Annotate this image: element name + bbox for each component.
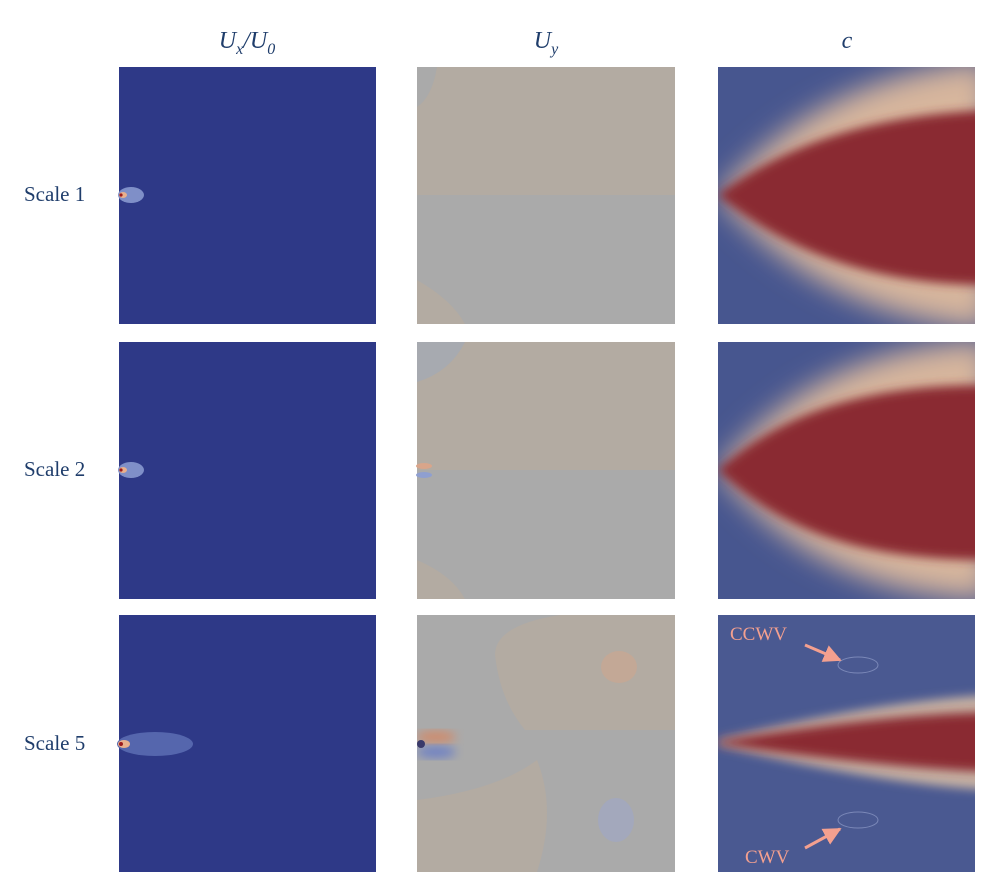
subscript: x <box>235 41 243 58</box>
symbol: U <box>534 28 553 54</box>
row-label: Scale 1 <box>24 182 85 206</box>
uy-panels <box>416 67 675 872</box>
subscript: 0 <box>267 41 275 58</box>
ux-panels <box>117 67 376 872</box>
subscript: y <box>549 41 559 58</box>
column-header: Ux/U0 <box>219 28 275 58</box>
symbol: /U <box>241 28 269 54</box>
c-panels: CCWV CWV <box>718 67 975 872</box>
symbol: U <box>219 28 238 54</box>
row-label: Scale 2 <box>24 457 85 481</box>
row-label: Scale 5 <box>24 731 85 755</box>
annotation: CWV <box>745 847 790 868</box>
symbol: c <box>842 28 853 54</box>
column-header: c <box>842 28 853 54</box>
column-header: Uy <box>534 28 559 58</box>
annotation: CCWV <box>730 624 787 645</box>
